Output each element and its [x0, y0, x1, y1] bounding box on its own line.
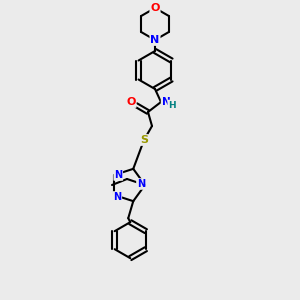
Text: N: N [114, 170, 122, 180]
Text: S: S [140, 135, 148, 145]
Text: N: N [162, 97, 170, 107]
Text: O: O [150, 3, 160, 13]
Text: N: N [137, 179, 145, 189]
Text: N: N [150, 35, 160, 45]
Text: O: O [126, 97, 136, 107]
Text: H: H [168, 100, 176, 109]
Text: N: N [113, 192, 121, 202]
